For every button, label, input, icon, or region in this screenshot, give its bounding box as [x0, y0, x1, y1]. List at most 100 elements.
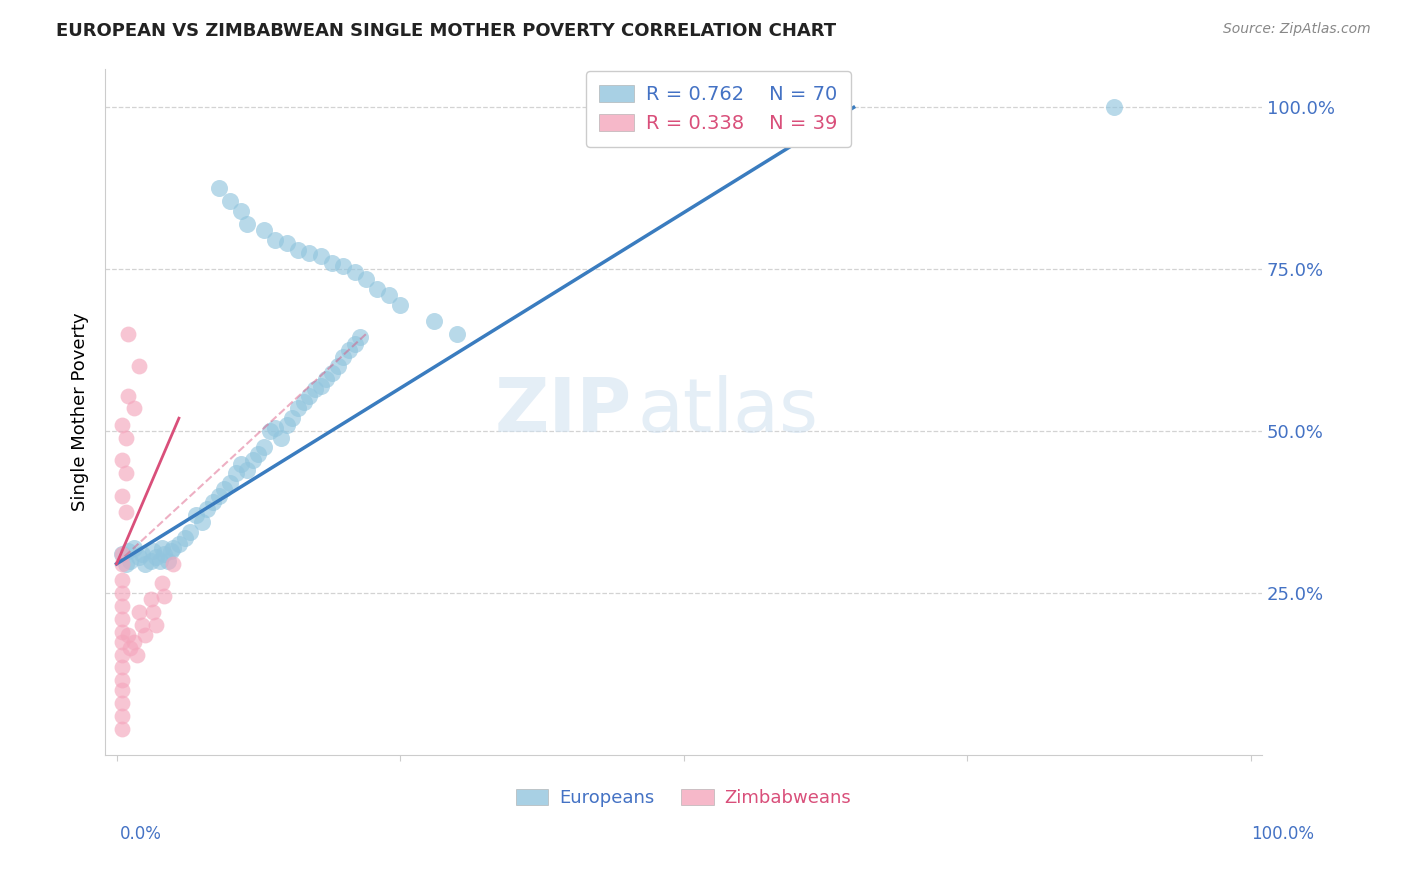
Point: [446, 326, 468, 341]
Point: [242, 453, 264, 467]
Point: [309, 379, 332, 393]
Text: EUROPEAN VS ZIMBABWEAN SINGLE MOTHER POVERTY CORRELATION CHART: EUROPEAN VS ZIMBABWEAN SINGLE MOTHER POV…: [56, 22, 837, 40]
Point: [315, 372, 337, 386]
Point: [298, 246, 321, 260]
Point: [117, 628, 139, 642]
Point: [389, 298, 412, 312]
Point: [111, 696, 134, 710]
Point: [207, 489, 229, 503]
Point: [287, 401, 309, 416]
Point: [236, 217, 259, 231]
Point: [153, 589, 176, 603]
Point: [264, 421, 287, 435]
Point: [145, 618, 167, 632]
Point: [298, 388, 321, 402]
Point: [231, 457, 253, 471]
Point: [131, 618, 153, 632]
Point: [160, 544, 183, 558]
Point: [117, 326, 139, 341]
Point: [111, 489, 134, 503]
Point: [343, 265, 366, 279]
Point: [207, 181, 229, 195]
Point: [179, 524, 201, 539]
Point: [111, 612, 134, 626]
Point: [122, 401, 145, 416]
Point: [292, 395, 315, 409]
Point: [276, 236, 298, 251]
Point: [111, 547, 134, 561]
Point: [111, 660, 134, 674]
Point: [153, 547, 176, 561]
Point: [281, 411, 304, 425]
Point: [122, 541, 145, 555]
Point: [120, 641, 142, 656]
Point: [111, 573, 134, 587]
Point: [139, 554, 162, 568]
Point: [201, 495, 224, 509]
Point: [321, 366, 343, 380]
Point: [111, 453, 134, 467]
Point: [128, 550, 150, 565]
Point: [111, 557, 134, 571]
Point: [150, 576, 173, 591]
Point: [139, 592, 162, 607]
Point: [820, 100, 842, 114]
Point: [1104, 100, 1126, 114]
Point: [117, 388, 139, 402]
Point: [150, 541, 173, 555]
Point: [195, 501, 218, 516]
Point: [134, 628, 156, 642]
Point: [114, 431, 136, 445]
Point: [225, 467, 247, 481]
Point: [219, 475, 242, 490]
Point: [111, 417, 134, 432]
Point: [214, 483, 236, 497]
Point: [162, 541, 184, 555]
Point: [264, 233, 287, 247]
Point: [337, 343, 360, 358]
Point: [354, 272, 377, 286]
Point: [117, 544, 139, 558]
Point: [122, 634, 145, 648]
Point: [184, 508, 207, 523]
Point: [231, 204, 253, 219]
Point: [149, 554, 172, 568]
Point: [114, 467, 136, 481]
Point: [190, 515, 212, 529]
Point: [111, 634, 134, 648]
Point: [142, 606, 165, 620]
Text: ZIP: ZIP: [495, 376, 631, 448]
Point: [270, 431, 292, 445]
Point: [377, 288, 399, 302]
Point: [423, 314, 446, 328]
Point: [236, 463, 259, 477]
Point: [142, 544, 165, 558]
Text: atlas: atlas: [637, 376, 818, 448]
Point: [326, 359, 349, 374]
Point: [332, 259, 354, 273]
Text: Source: ZipAtlas.com: Source: ZipAtlas.com: [1223, 22, 1371, 37]
Point: [120, 554, 142, 568]
Point: [111, 722, 134, 736]
Point: [145, 550, 167, 565]
Text: 100.0%: 100.0%: [1251, 825, 1315, 843]
Text: 0.0%: 0.0%: [120, 825, 162, 843]
Point: [173, 531, 195, 545]
Point: [111, 624, 134, 639]
Point: [259, 424, 281, 438]
Point: [219, 194, 242, 209]
Point: [114, 557, 136, 571]
Point: [309, 249, 332, 263]
Point: [253, 223, 276, 237]
Point: [111, 599, 134, 613]
Point: [276, 417, 298, 432]
Point: [128, 606, 150, 620]
Point: [131, 547, 153, 561]
Point: [125, 648, 148, 662]
Point: [349, 330, 371, 344]
Point: [156, 554, 179, 568]
Point: [321, 256, 343, 270]
Point: [111, 586, 134, 600]
Legend: Europeans, Zimbabweans: Europeans, Zimbabweans: [509, 781, 859, 814]
Point: [343, 336, 366, 351]
